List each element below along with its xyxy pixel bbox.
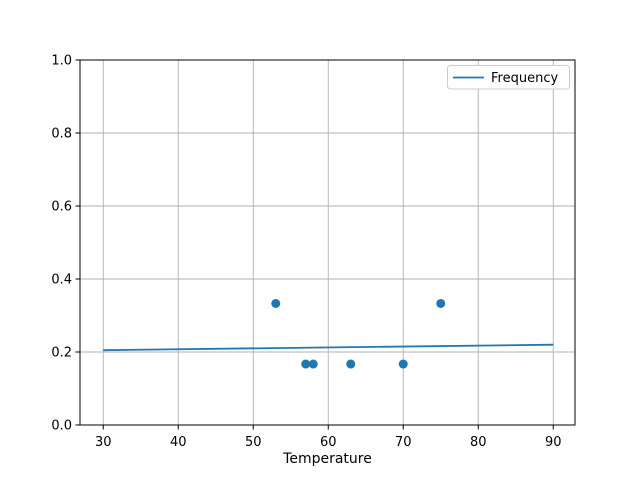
x-tick-label: 70 xyxy=(395,435,412,450)
axis-tick-labels: 30 40 50 60 70 80 90 0.0 0.2 0.4 0.6 0.8 1.0 xyxy=(51,54,561,451)
scatter-point xyxy=(271,298,281,308)
frequency-line xyxy=(103,343,554,352)
x-tick-label: 30 xyxy=(95,435,112,450)
x-tick-label: 90 xyxy=(545,435,562,450)
y-tick-label: 0.8 xyxy=(51,127,72,142)
x-tick-label: 80 xyxy=(470,435,487,450)
plot-border xyxy=(79,59,576,426)
y-tick-label: 0.2 xyxy=(51,346,72,361)
axis-tick-marks xyxy=(75,59,554,430)
legend-label: Frequency xyxy=(491,71,558,86)
y-tick-label: 0.0 xyxy=(51,419,72,434)
scatter-point xyxy=(301,359,311,369)
y-tick-label: 1.0 xyxy=(51,54,72,69)
y-tick-label: 0.4 xyxy=(51,273,72,288)
scatter-point xyxy=(346,359,356,369)
x-axis-label: Temperature xyxy=(282,451,372,467)
grid-lines xyxy=(80,59,575,426)
scatter-point xyxy=(398,359,408,369)
legend: Frequency xyxy=(447,65,570,90)
x-tick-label: 60 xyxy=(320,435,337,450)
x-tick-label: 50 xyxy=(245,435,262,450)
x-tick-label: 40 xyxy=(170,435,187,450)
scatter-point xyxy=(308,359,318,369)
scatter-point xyxy=(436,298,446,308)
y-tick-label: 0.6 xyxy=(51,200,72,215)
legend-box xyxy=(447,65,570,90)
data-series xyxy=(103,298,554,369)
